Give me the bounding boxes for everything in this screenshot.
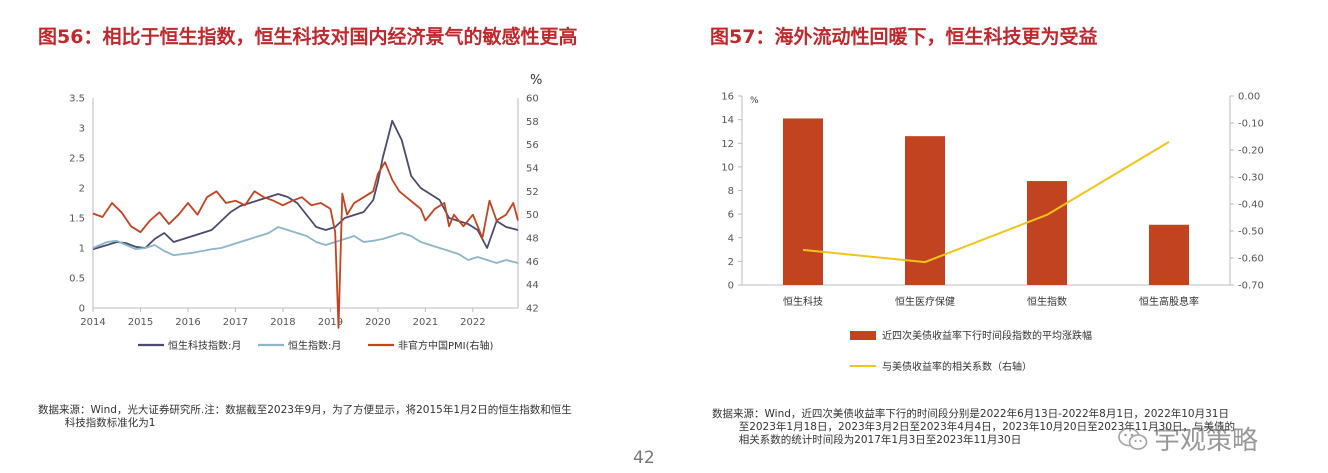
left-axis-unit: % bbox=[750, 96, 759, 106]
legend-label-hsi: 恒生指数:月 bbox=[288, 339, 341, 352]
correlation-line bbox=[802, 141, 1170, 264]
right-tick-label: 42 bbox=[526, 304, 539, 315]
right-tick-label: 56 bbox=[526, 140, 539, 151]
left-tick-label: 2.5 bbox=[69, 154, 85, 165]
figure-57-title: 图57：海外流动性回暖下，恒生科技更为受益 bbox=[710, 26, 1098, 48]
series-line-hsi bbox=[92, 226, 519, 264]
x-tick-label: 2021 bbox=[413, 317, 438, 328]
left-tick-label: 16 bbox=[721, 92, 734, 103]
left-tick-label: 6 bbox=[728, 210, 734, 221]
legend-swatch-bar bbox=[850, 331, 876, 340]
figure-56-title: 图56：相比于恒生指数，恒生科技对国内经济景气的敏感性更高 bbox=[38, 26, 578, 48]
right-tick-label: -0.60 bbox=[1238, 254, 1264, 265]
series-line-hstech bbox=[92, 119, 519, 251]
category-label-2: 恒生指数 bbox=[1027, 295, 1067, 308]
right-tick-label: -0.50 bbox=[1238, 227, 1264, 238]
figure-56-source-note: 数据来源：Wind，光大证券研究所.注：数据截至2023年9月，为了方便显示，将… bbox=[38, 404, 572, 429]
left-tick-label: 0 bbox=[728, 281, 734, 292]
right-tick-label: 44 bbox=[526, 280, 539, 291]
figure-57-source-note: 数据来源：Wind，近四次美债收益率下行的时间段分别是2022年6月13日-20… bbox=[712, 408, 1236, 446]
left-tick-label: 14 bbox=[721, 115, 734, 126]
legend-label-hstech: 恒生科技指数:月 bbox=[168, 339, 241, 352]
right-tick-label: -0.70 bbox=[1238, 281, 1264, 292]
left-tick-label: 0.5 bbox=[69, 274, 85, 285]
bar-0 bbox=[783, 118, 823, 285]
left-tick-label: 1.5 bbox=[69, 214, 85, 225]
left-tick-label: 12 bbox=[721, 139, 734, 150]
watermark: 宇观策略 bbox=[1118, 420, 1258, 457]
bar-2 bbox=[1027, 181, 1067, 285]
right-tick-label: -0.40 bbox=[1238, 200, 1264, 211]
x-tick-label: 2020 bbox=[365, 317, 390, 328]
right-tick-label: -0.30 bbox=[1238, 173, 1264, 184]
legend-label-line: 与美债收益率的相关系数（右轴） bbox=[882, 360, 1032, 373]
wechat-icon bbox=[1118, 427, 1148, 450]
x-tick-label: 2022 bbox=[460, 317, 485, 328]
figure-57-chart: 0 2 4 6 8 10 12 14 16% 0.00 -0.10 -0.20 -0.30 -0.40 -0… bbox=[721, 92, 1264, 374]
left-tick-label: 4 bbox=[728, 233, 734, 244]
right-tick-label: 46 bbox=[526, 257, 539, 268]
left-tick-label: 3.5 bbox=[69, 94, 85, 105]
x-tick-label: 2014 bbox=[80, 317, 105, 328]
left-tick-label: 3 bbox=[79, 124, 85, 135]
legend-label-pmi: 非官方中国PMI(右轴) bbox=[398, 339, 494, 352]
x-tick-label: 2017 bbox=[223, 317, 248, 328]
category-label-0: 恒生科技 bbox=[783, 295, 823, 308]
left-tick-label: 10 bbox=[721, 162, 734, 173]
right-tick-label: 0.00 bbox=[1238, 92, 1260, 103]
figure-56-chart: 0 0.5 1 1.5 2 2.5 3 3.5 42 44 46 48 50 52 54 56 58 60% 201… bbox=[69, 73, 542, 352]
right-tick-label: 52 bbox=[526, 187, 539, 198]
x-tick-label: 2015 bbox=[128, 317, 153, 328]
right-tick-label: 58 bbox=[526, 117, 539, 128]
x-tick-label: 2016 bbox=[175, 317, 200, 328]
legend-label-bar: 近四次美债收益率下行时间段指数的平均涨跌幅 bbox=[882, 329, 1092, 342]
right-tick-label: 48 bbox=[526, 234, 539, 245]
right-tick-label: 50 bbox=[526, 210, 539, 221]
bar-3 bbox=[1149, 224, 1189, 285]
x-tick-label: 2019 bbox=[318, 317, 343, 328]
right-tick-label: -0.20 bbox=[1238, 146, 1264, 157]
right-tick-label: -0.10 bbox=[1238, 119, 1264, 130]
series-line-pmi bbox=[92, 161, 519, 329]
left-tick-label: 2 bbox=[79, 184, 85, 195]
category-label-3: 恒生高股息率 bbox=[1139, 295, 1199, 308]
left-tick-label: 2 bbox=[728, 257, 734, 268]
right-axis-unit: % bbox=[530, 73, 542, 88]
x-tick-label: 2018 bbox=[270, 317, 295, 328]
right-tick-label: 60 bbox=[526, 94, 539, 105]
left-tick-label: 1 bbox=[79, 244, 85, 255]
page-number: 42 bbox=[633, 448, 655, 468]
left-tick-label: 0 bbox=[79, 304, 85, 315]
watermark-text: 宇观策略 bbox=[1154, 426, 1259, 456]
category-label-1: 恒生医疗保健 bbox=[895, 295, 955, 308]
left-tick-label: 8 bbox=[728, 186, 734, 197]
right-tick-label: 54 bbox=[526, 164, 539, 175]
